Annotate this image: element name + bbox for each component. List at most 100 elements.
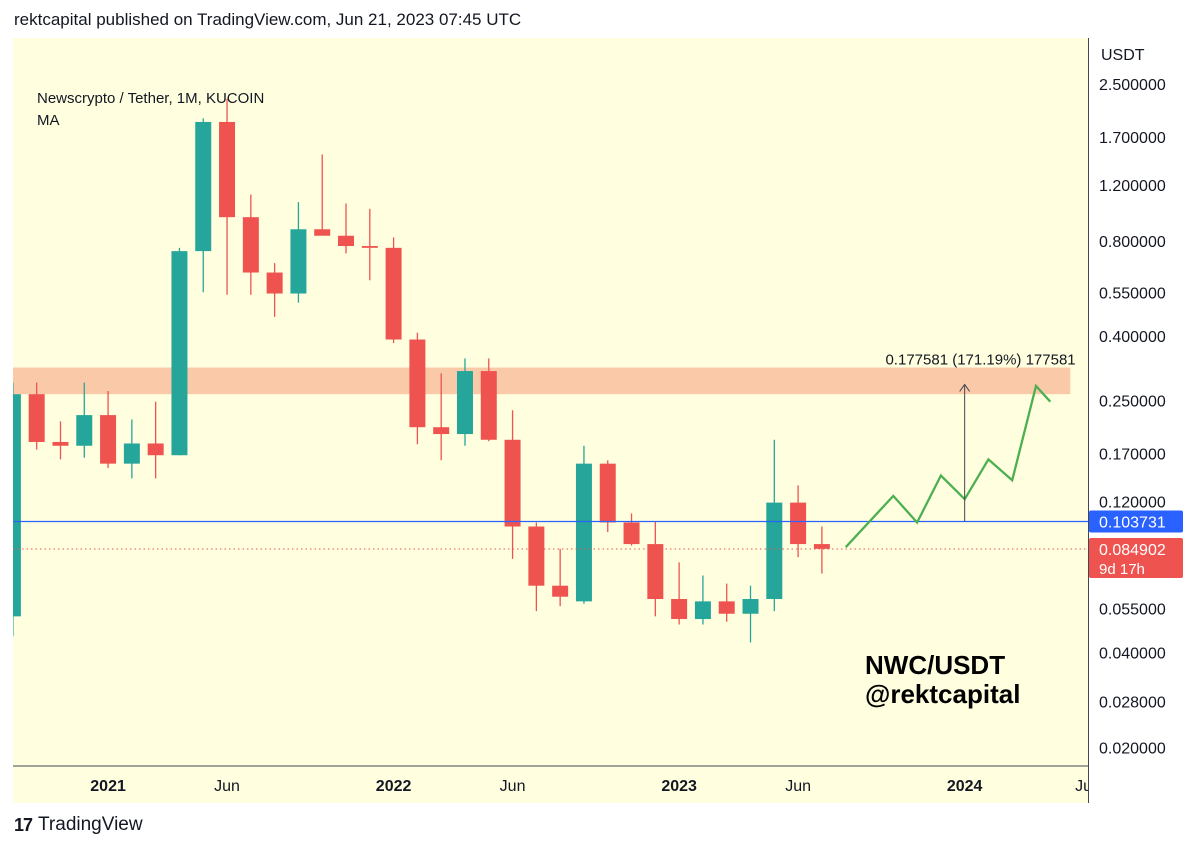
candle-body (242, 217, 259, 273)
brand-name: TradingView (38, 814, 143, 835)
candle-2023-07 (813, 526, 830, 574)
price-tick-label: 0.040000 (1099, 645, 1166, 662)
time-tick-label: 2024 (947, 778, 983, 795)
candle-body (123, 443, 140, 464)
measure-arrowhead-icon (959, 383, 971, 392)
candle-body (52, 441, 69, 446)
candle-2022-01 (385, 237, 402, 344)
candle-2021-03 (147, 401, 164, 479)
time-tick-label: Jun (500, 778, 526, 795)
candle-body (718, 601, 735, 614)
candle-2021-01 (100, 391, 117, 469)
candle-body (790, 502, 807, 545)
candle-body (694, 601, 711, 620)
current-price-axis-badge (1089, 538, 1183, 579)
candle-body (385, 247, 402, 340)
candle-2020-09 (13, 382, 21, 637)
candle-body (552, 585, 569, 597)
price-tick-label: 1.200000 (1099, 178, 1166, 195)
price-tick-label: 0.400000 (1099, 329, 1166, 346)
candle-body (290, 229, 307, 294)
candle-body (504, 439, 521, 527)
price-tick-label: 1.700000 (1099, 130, 1166, 147)
symbol-label[interactable]: Newscrypto / Tether, 1M, KUCOIN (37, 90, 265, 107)
price-tick-label: 0.170000 (1099, 447, 1166, 464)
price-tick-label: 0.055000 (1099, 602, 1166, 619)
indicator-label[interactable]: MA (37, 112, 60, 129)
candle-body (813, 544, 830, 549)
candles-group (13, 98, 830, 643)
publish-header: rektcapital published on TradingView.com… (14, 10, 522, 29)
candle-body (647, 544, 664, 600)
price-axis-unit: USDT (1101, 47, 1145, 64)
price-tick-label: 0.800000 (1099, 234, 1166, 251)
candle-body (599, 463, 616, 523)
candle-2022-11 (623, 513, 640, 546)
price-tick-label: 0.550000 (1099, 285, 1166, 302)
candle-2023-01 (671, 562, 688, 625)
candle-2023-04 (742, 585, 759, 643)
chart-canvas[interactable]: 0.177581 (171.19%) 177581 2021 Jun 2022 Jun 2… (13, 38, 1088, 803)
candle-body (100, 415, 117, 464)
candle-2022-03 (433, 373, 450, 461)
candle-body (219, 121, 236, 218)
candle-2022-12 (647, 521, 664, 617)
candle-body (361, 246, 378, 248)
price-tick-label: 0.020000 (1099, 741, 1166, 758)
candle-2020-11 (52, 421, 69, 460)
footer-brand[interactable]: 17 TradingView (14, 814, 143, 836)
candle-2021-10 (314, 154, 331, 236)
candle-2021-02 (123, 419, 140, 479)
candle-2022-04 (456, 358, 473, 446)
measure-label: 0.177581 (171.19%) 177581 (885, 351, 1075, 368)
time-tick-label: Jun (214, 778, 240, 795)
candle-2021-05 (195, 118, 212, 293)
time-tick-label: 2023 (661, 778, 697, 795)
time-tick-label: 2021 (90, 778, 126, 795)
candle-body (28, 394, 45, 442)
candle-body (195, 121, 212, 252)
candle-2020-10 (28, 382, 45, 450)
price-axis-canvas[interactable]: USDT 2.500000 1.700000 1.200000 0.800000 0.55… (1089, 38, 1200, 803)
price-axis[interactable]: USDT 2.500000 1.700000 1.200000 0.800000 0.55… (1088, 38, 1200, 803)
chart-watermark: NWC/USDT @rektcapital (865, 651, 1020, 709)
chart-area[interactable]: 0.177581 (171.19%) 177581 2021 Jun 2022 Jun 2… (13, 38, 1088, 803)
candle-2022-09 (575, 445, 592, 604)
candle-body (338, 235, 355, 247)
candle-body (409, 339, 426, 428)
candle-2022-05 (480, 358, 497, 442)
candle-body (433, 427, 450, 435)
resistance-zone (13, 367, 1071, 395)
candle-body (13, 394, 21, 617)
candle-2021-11 (338, 203, 355, 254)
candle-2020-12 (76, 382, 93, 458)
chart-legend: Newscrypto / Tether, 1M, KUCOIN MA (37, 88, 264, 132)
time-axis-band (13, 767, 1088, 803)
candle-body (575, 463, 592, 602)
candle-2021-09 (290, 202, 307, 303)
candle-2023-02 (694, 575, 711, 625)
candle-body (671, 599, 688, 620)
candle-2021-06 (219, 98, 236, 295)
projection-path (844, 383, 1052, 548)
candle-2022-07 (528, 522, 545, 612)
candle-2021-04 (171, 247, 188, 456)
watermark-author: @rektcapital (865, 679, 1021, 709)
time-tick-label: Ju (1075, 778, 1088, 795)
tradingview-logo-icon: 17 (14, 814, 33, 835)
candle-2021-08 (266, 263, 283, 317)
candle-2022-02 (409, 332, 426, 445)
price-tick-label: 0.120000 (1099, 494, 1166, 511)
time-tick-label: Jun (785, 778, 811, 795)
candle-body (480, 371, 497, 440)
candle-2021-12 (361, 208, 378, 281)
current-price-axis-label: 0.084902 (1099, 542, 1166, 559)
price-tick-label: 0.028000 (1099, 694, 1166, 711)
support-axis-label: 0.103731 (1099, 514, 1166, 531)
candle-body (456, 371, 473, 435)
candle-2022-08 (552, 548, 569, 607)
candle-body (171, 251, 188, 456)
candle-body (528, 526, 545, 586)
candle-body (76, 415, 93, 446)
price-tick-label: 0.250000 (1099, 394, 1166, 411)
